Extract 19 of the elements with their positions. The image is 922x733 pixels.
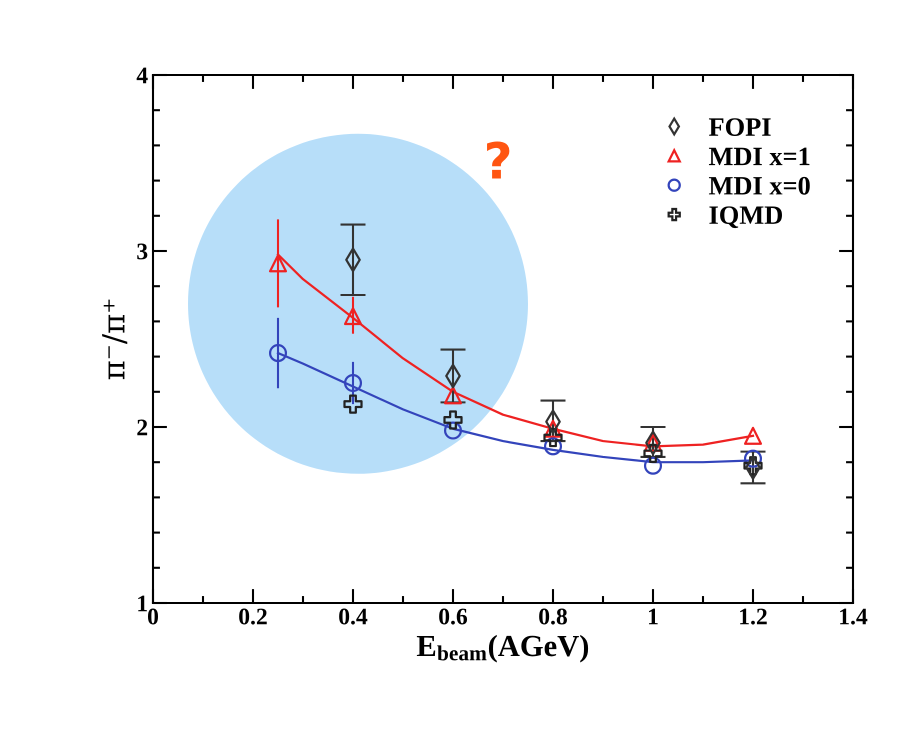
legend-label: FOPI bbox=[708, 118, 771, 136]
x-tick-label: 1.2 bbox=[740, 608, 767, 625]
y-tick-label: 1 bbox=[138, 596, 147, 612]
annotation: ? bbox=[487, 141, 510, 179]
x-tick-label: 1 bbox=[648, 608, 658, 624]
y-tick-label: 4 bbox=[136, 68, 148, 84]
y-tick-label: 3 bbox=[137, 244, 148, 260]
legend-label: MDI x=0 bbox=[708, 176, 810, 195]
x-tick-label: 1.4 bbox=[840, 608, 868, 625]
x-tick-label: 0.2 bbox=[239, 608, 267, 625]
x-tick-label: 0.6 bbox=[439, 608, 468, 625]
y-axis-title: π⁻/π⁺ bbox=[102, 300, 128, 380]
legend-label: IQMD bbox=[709, 206, 782, 228]
y-tick-label: 2 bbox=[137, 420, 148, 436]
x-tick-label: 0 bbox=[148, 608, 158, 624]
x-tick-label: 0.8 bbox=[539, 608, 567, 625]
legend-label: MDI x=1 bbox=[708, 148, 810, 166]
x-tick-label: 0.4 bbox=[339, 608, 368, 625]
x-axis-title: E$_{beam}$(AGeV) bbox=[416, 634, 588, 663]
